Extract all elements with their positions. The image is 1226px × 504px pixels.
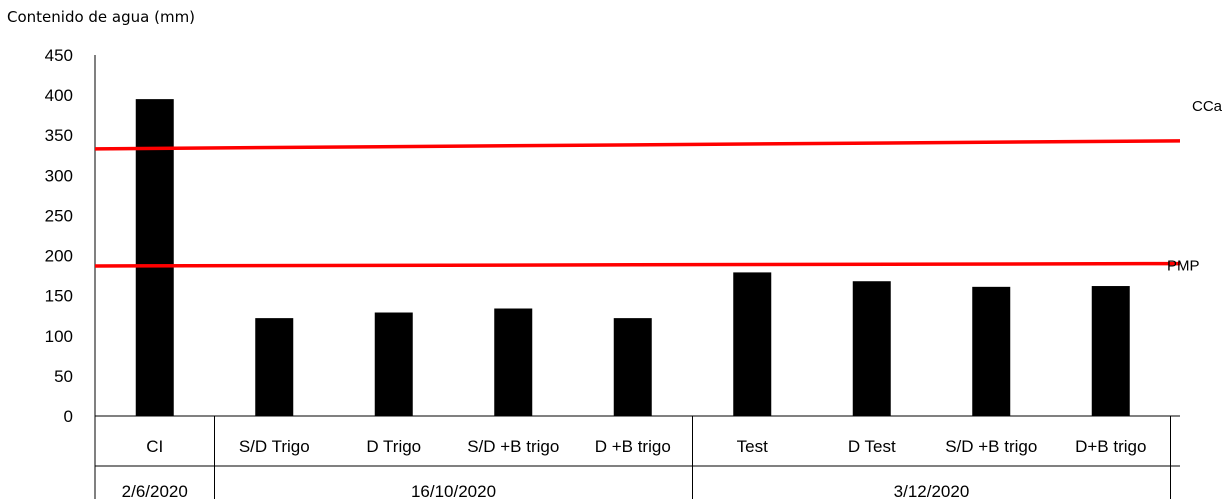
bar [255,318,294,416]
y-tick-label: 300 [45,166,73,185]
x-tick-label: S/D +B trigo [467,437,559,456]
bar [972,286,1011,416]
y-tick-label: 200 [45,247,73,266]
x-tick-label: Test [737,437,768,456]
reference-line-label: PMP [1167,258,1200,275]
bar [494,308,533,416]
y-tick-label: 100 [45,327,73,346]
reference-line-label: CCa [1192,98,1223,115]
x-tick-label: S/D +B trigo [945,437,1037,456]
bar [374,312,413,416]
x-tick-label: D +B trigo [595,437,671,456]
group-label: 3/12/2020 [894,482,970,499]
group-label: 2/6/2020 [122,482,188,499]
group-label: 16/10/2020 [411,482,496,499]
y-tick-label: 400 [45,86,73,105]
y-axis-title: Contenido de agua (mm) [7,8,195,26]
x-tick-label: D Test [848,437,896,456]
x-tick-label: D+B trigo [1075,437,1146,456]
y-tick-label: 150 [45,287,73,306]
y-tick-label: 250 [45,206,73,225]
reference-line [94,139,1181,151]
bar [1091,286,1130,416]
bar [852,281,891,416]
x-tick-label: D Trigo [366,437,421,456]
x-tick-label: S/D Trigo [239,437,310,456]
y-tick-label: 0 [64,407,73,426]
y-tick-label: 450 [45,46,73,65]
reference-line [94,261,1181,268]
x-tick-label: CI [146,437,163,456]
y-tick-label: 50 [54,367,73,386]
y-tick-label: 350 [45,126,73,145]
bar [135,99,174,416]
bar [613,318,652,416]
bar [733,272,772,416]
